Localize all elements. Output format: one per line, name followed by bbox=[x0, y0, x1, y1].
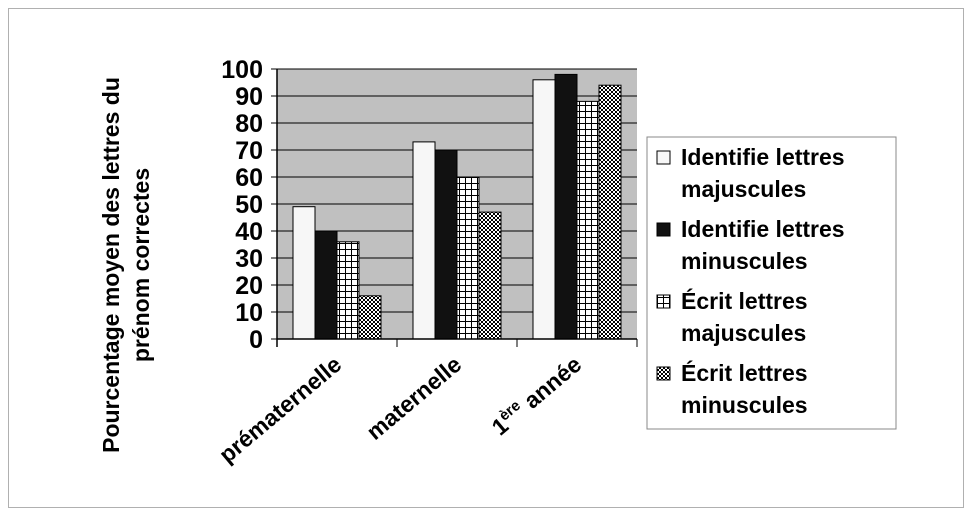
bar-chart: Pourcentage moyen des lettres du prénom … bbox=[98, 56, 897, 468]
legend: Identifie lettres majuscules Identifie let… bbox=[646, 136, 897, 430]
y-tick-label: 90 bbox=[235, 83, 263, 111]
x-tick-label: maternelle bbox=[361, 351, 466, 445]
legend-label-2: Identifie lettres bbox=[681, 216, 845, 242]
legend-label-4: minuscules bbox=[681, 392, 808, 418]
y-tick-label: 50 bbox=[235, 191, 263, 219]
legend-box bbox=[646, 136, 897, 430]
legend-label-2: minuscules bbox=[681, 248, 808, 274]
y-tick-label: 0 bbox=[249, 326, 263, 354]
y-tick-label: 10 bbox=[235, 299, 263, 327]
legend-swatch-3 bbox=[656, 294, 671, 309]
bar-2-1 bbox=[314, 230, 338, 340]
bar-1-1 bbox=[292, 206, 316, 340]
bar-1-2 bbox=[412, 141, 436, 340]
legend-label-1: Identifie lettres bbox=[681, 144, 845, 170]
bar-3-3 bbox=[576, 100, 600, 340]
bars bbox=[292, 73, 622, 340]
legend-swatch-1 bbox=[656, 150, 671, 165]
y-tick-label: 70 bbox=[235, 137, 263, 165]
y-tick-label: 30 bbox=[235, 245, 263, 273]
legend-label-4: Écrit lettres bbox=[681, 359, 808, 386]
y-tick-label: 100 bbox=[221, 56, 263, 84]
y-tick-label: 40 bbox=[235, 218, 263, 246]
x-category-labels: prématernelle maternelle 1ère année bbox=[214, 350, 586, 468]
bar-1-3 bbox=[532, 79, 556, 340]
y-tick-label: 80 bbox=[235, 110, 263, 138]
y-axis-title-line-2: prénom correctes bbox=[128, 168, 154, 362]
y-axis-title-line-1: Pourcentage moyen des lettres du bbox=[98, 77, 124, 453]
bar-2-2 bbox=[434, 149, 458, 340]
legend-swatch-4 bbox=[656, 366, 671, 381]
legend-label-3: Écrit lettres bbox=[681, 287, 808, 314]
axes bbox=[271, 68, 638, 347]
legend-label-1: majuscules bbox=[681, 176, 806, 202]
legend-swatch-2 bbox=[656, 222, 671, 237]
legend-label-3: majuscules bbox=[681, 320, 806, 346]
x-tick-label: prématernelle bbox=[214, 351, 346, 468]
bar-2-3 bbox=[554, 73, 578, 340]
bar-4-2 bbox=[478, 211, 502, 340]
bar-4-3 bbox=[598, 84, 622, 340]
chart-frame: Pourcentage moyen des lettres du prénom … bbox=[8, 8, 964, 508]
bar-4-1 bbox=[358, 295, 382, 340]
bar-3-1 bbox=[336, 241, 360, 340]
bar-3-2 bbox=[456, 176, 480, 340]
x-tick-label: 1ère année bbox=[486, 350, 586, 440]
y-tick-label: 60 bbox=[235, 164, 263, 192]
y-tick-label: 20 bbox=[235, 272, 263, 300]
